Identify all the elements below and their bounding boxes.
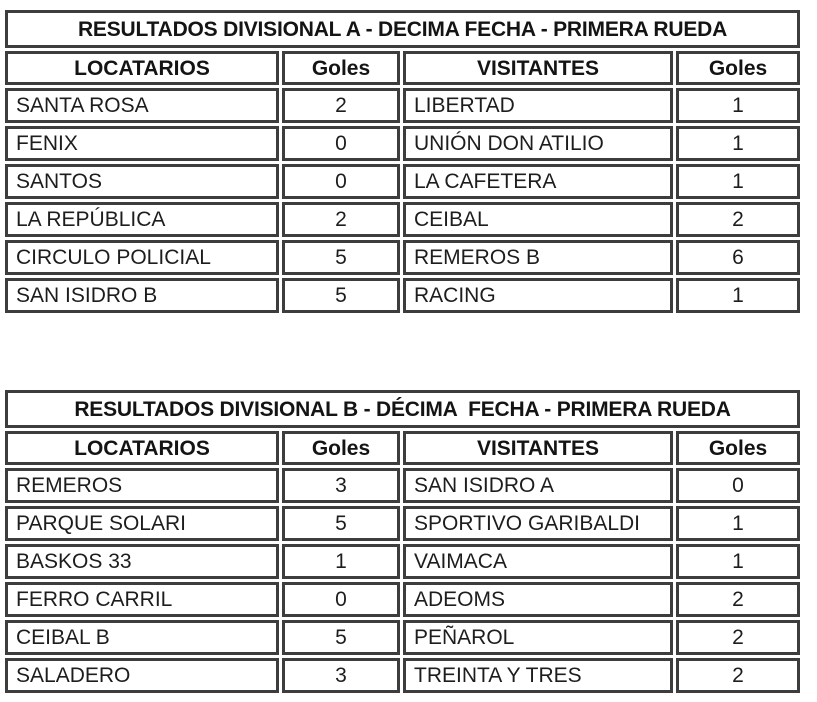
table-row: PARQUE SOLARI 5 SPORTIVO GARIBALDI 1 — [5, 506, 801, 541]
table-row: REMEROS 3 SAN ISIDRO A 0 — [5, 468, 801, 503]
away-goals-cell: 2 — [676, 620, 801, 655]
table-row: SAN ISIDRO B 5 RACING 1 — [5, 278, 801, 313]
column-header-goles-away: Goles — [676, 51, 801, 85]
away-goals-cell: 6 — [676, 240, 801, 275]
home-goals-cell: 2 — [282, 88, 400, 123]
home-goals-cell: 3 — [282, 658, 400, 693]
home-team-cell: REMEROS — [5, 468, 279, 503]
home-team-cell: PARQUE SOLARI — [5, 506, 279, 541]
away-goals-cell: 1 — [676, 506, 801, 541]
table-row: BASKOS 33 1 VAIMACA 1 — [5, 544, 801, 579]
table-title: RESULTADOS DIVISIONAL A - DECIMA FECHA -… — [5, 10, 801, 48]
home-goals-cell: 3 — [282, 468, 400, 503]
home-team-cell: BASKOS 33 — [5, 544, 279, 579]
home-goals-cell: 5 — [282, 506, 400, 541]
column-header-goles-home: Goles — [282, 51, 400, 85]
away-team-cell: VAIMACA — [403, 544, 673, 579]
column-header-locatarios: LOCATARIOS — [5, 51, 279, 85]
away-team-cell: RACING — [403, 278, 673, 313]
table-title-row: RESULTADOS DIVISIONAL B - DÉCIMA FECHA -… — [5, 390, 801, 428]
home-team-cell: LA REPÚBLICA — [5, 202, 279, 237]
away-team-cell: SPORTIVO GARIBALDI — [403, 506, 673, 541]
away-team-cell: UNIÓN DON ATILIO — [403, 126, 673, 161]
away-team-cell: PEÑAROL — [403, 620, 673, 655]
table-header-row: LOCATARIOS Goles VISITANTES Goles — [5, 431, 801, 465]
away-goals-cell: 0 — [676, 468, 801, 503]
home-team-cell: SANTOS — [5, 164, 279, 199]
table-row: FERRO CARRIL 0 ADEOMS 2 — [5, 582, 801, 617]
home-goals-cell: 5 — [282, 620, 400, 655]
home-team-cell: CIRCULO POLICIAL — [5, 240, 279, 275]
away-goals-cell: 2 — [676, 582, 801, 617]
away-goals-cell: 1 — [676, 164, 801, 199]
home-team-cell: FERRO CARRIL — [5, 582, 279, 617]
away-goals-cell: 1 — [676, 544, 801, 579]
away-goals-cell: 2 — [676, 658, 801, 693]
column-header-goles-away: Goles — [676, 431, 801, 465]
table-header-row: LOCATARIOS Goles VISITANTES Goles — [5, 51, 801, 85]
away-goals-cell: 1 — [676, 88, 801, 123]
away-team-cell: TREINTA Y TRES — [403, 658, 673, 693]
column-header-visitantes: VISITANTES — [403, 431, 673, 465]
home-team-cell: FENIX — [5, 126, 279, 161]
home-team-cell: SAN ISIDRO B — [5, 278, 279, 313]
table-row: SANTA ROSA 2 LIBERTAD 1 — [5, 88, 801, 123]
home-goals-cell: 0 — [282, 164, 400, 199]
table-title-row: RESULTADOS DIVISIONAL A - DECIMA FECHA -… — [5, 10, 801, 48]
home-team-cell: SALADERO — [5, 658, 279, 693]
away-goals-cell: 1 — [676, 126, 801, 161]
results-table-divisional-b: RESULTADOS DIVISIONAL B - DÉCIMA FECHA -… — [2, 387, 803, 696]
table-row: SALADERO 3 TREINTA Y TRES 2 — [5, 658, 801, 693]
column-header-visitantes: VISITANTES — [403, 51, 673, 85]
away-goals-cell: 2 — [676, 202, 801, 237]
away-team-cell: ADEOMS — [403, 582, 673, 617]
table-title: RESULTADOS DIVISIONAL B - DÉCIMA FECHA -… — [5, 390, 801, 428]
home-team-cell: CEIBAL B — [5, 620, 279, 655]
away-team-cell: SAN ISIDRO A — [403, 468, 673, 503]
home-goals-cell: 5 — [282, 278, 400, 313]
away-team-cell: LIBERTAD — [403, 88, 673, 123]
away-goals-cell: 1 — [676, 278, 801, 313]
home-goals-cell: 2 — [282, 202, 400, 237]
table-row: FENIX 0 UNIÓN DON ATILIO 1 — [5, 126, 801, 161]
home-goals-cell: 1 — [282, 544, 400, 579]
table-row: CEIBAL B 5 PEÑAROL 2 — [5, 620, 801, 655]
column-header-locatarios: LOCATARIOS — [5, 431, 279, 465]
table-row: CIRCULO POLICIAL 5 REMEROS B 6 — [5, 240, 801, 275]
away-team-cell: REMEROS B — [403, 240, 673, 275]
results-table-divisional-a: RESULTADOS DIVISIONAL A - DECIMA FECHA -… — [2, 7, 803, 316]
home-goals-cell: 5 — [282, 240, 400, 275]
table-row: LA REPÚBLICA 2 CEIBAL 2 — [5, 202, 801, 237]
home-goals-cell: 0 — [282, 582, 400, 617]
column-header-goles-home: Goles — [282, 431, 400, 465]
table-row: SANTOS 0 LA CAFETERA 1 — [5, 164, 801, 199]
away-team-cell: CEIBAL — [403, 202, 673, 237]
home-goals-cell: 0 — [282, 126, 400, 161]
home-team-cell: SANTA ROSA — [5, 88, 279, 123]
away-team-cell: LA CAFETERA — [403, 164, 673, 199]
